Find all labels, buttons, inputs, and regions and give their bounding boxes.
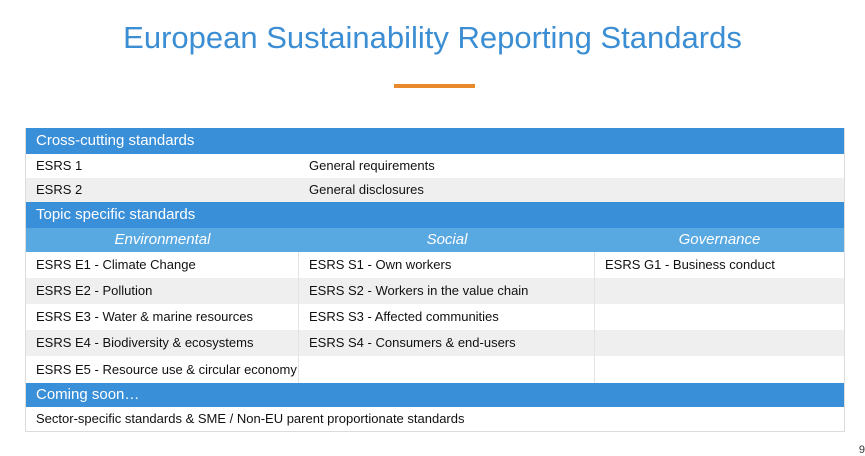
table-row: ESRS E4 - Biodiversity & ecosystems ESRS…: [26, 330, 844, 356]
coming-soon-description: Sector-specific standards & SME / Non-EU…: [36, 411, 465, 426]
section-header-coming-soon: Coming soon…: [26, 383, 844, 407]
table-row: Sector-specific standards & SME / Non-EU…: [26, 407, 844, 431]
topic-column-headers: Environmental Social Governance: [26, 228, 844, 252]
environmental-standard: ESRS E1 - Climate Change: [26, 252, 299, 278]
section-header-topic-specific: Topic specific standards: [26, 202, 844, 228]
environmental-standard: ESRS E2 - Pollution: [26, 278, 299, 304]
social-standard: ESRS S4 - Consumers & end-users: [299, 330, 595, 356]
slide-title: European Sustainability Reporting Standa…: [123, 20, 742, 55]
table-row: ESRS E1 - Climate Change ESRS S1 - Own w…: [26, 252, 844, 278]
table-row: ESRS E2 - Pollution ESRS S2 - Workers in…: [26, 278, 844, 304]
table-row: ESRS E5 - Resource use & circular econom…: [26, 356, 844, 383]
social-standard: [299, 356, 595, 383]
governance-standard: [595, 278, 844, 304]
governance-standard: ESRS G1 - Business conduct: [605, 257, 775, 272]
social-standard: ESRS S1 - Own workers: [299, 252, 595, 278]
standard-description: General disclosures: [309, 182, 424, 197]
section-header-cross-cutting: Cross-cutting standards: [26, 128, 844, 154]
governance-standard: [595, 356, 844, 383]
governance-standard: [595, 304, 844, 330]
governance-standard: [595, 330, 844, 356]
standard-description: General requirements: [309, 158, 435, 173]
social-standard: ESRS S3 - Affected communities: [299, 304, 595, 330]
title-underline: [394, 84, 475, 88]
standard-code: ESRS 2: [36, 182, 83, 197]
page-number: 9: [858, 444, 865, 456]
standard-code: ESRS 1: [36, 158, 83, 173]
table-row: ESRS 1 General requirements: [26, 154, 844, 178]
column-header-governance: Governance: [678, 231, 761, 248]
column-header-environmental: Environmental: [114, 231, 211, 248]
column-header-social: Social: [426, 231, 468, 248]
standards-table: Cross-cutting standards ESRS 1 General r…: [25, 128, 845, 432]
environmental-standard: ESRS E5 - Resource use & circular econom…: [26, 356, 299, 383]
environmental-standard: ESRS E3 - Water & marine resources: [26, 304, 299, 330]
table-row: ESRS 2 General disclosures: [26, 178, 844, 202]
social-standard: ESRS S2 - Workers in the value chain: [299, 278, 595, 304]
table-row: ESRS E3 - Water & marine resources ESRS …: [26, 304, 844, 330]
environmental-standard: ESRS E4 - Biodiversity & ecosystems: [26, 330, 299, 356]
